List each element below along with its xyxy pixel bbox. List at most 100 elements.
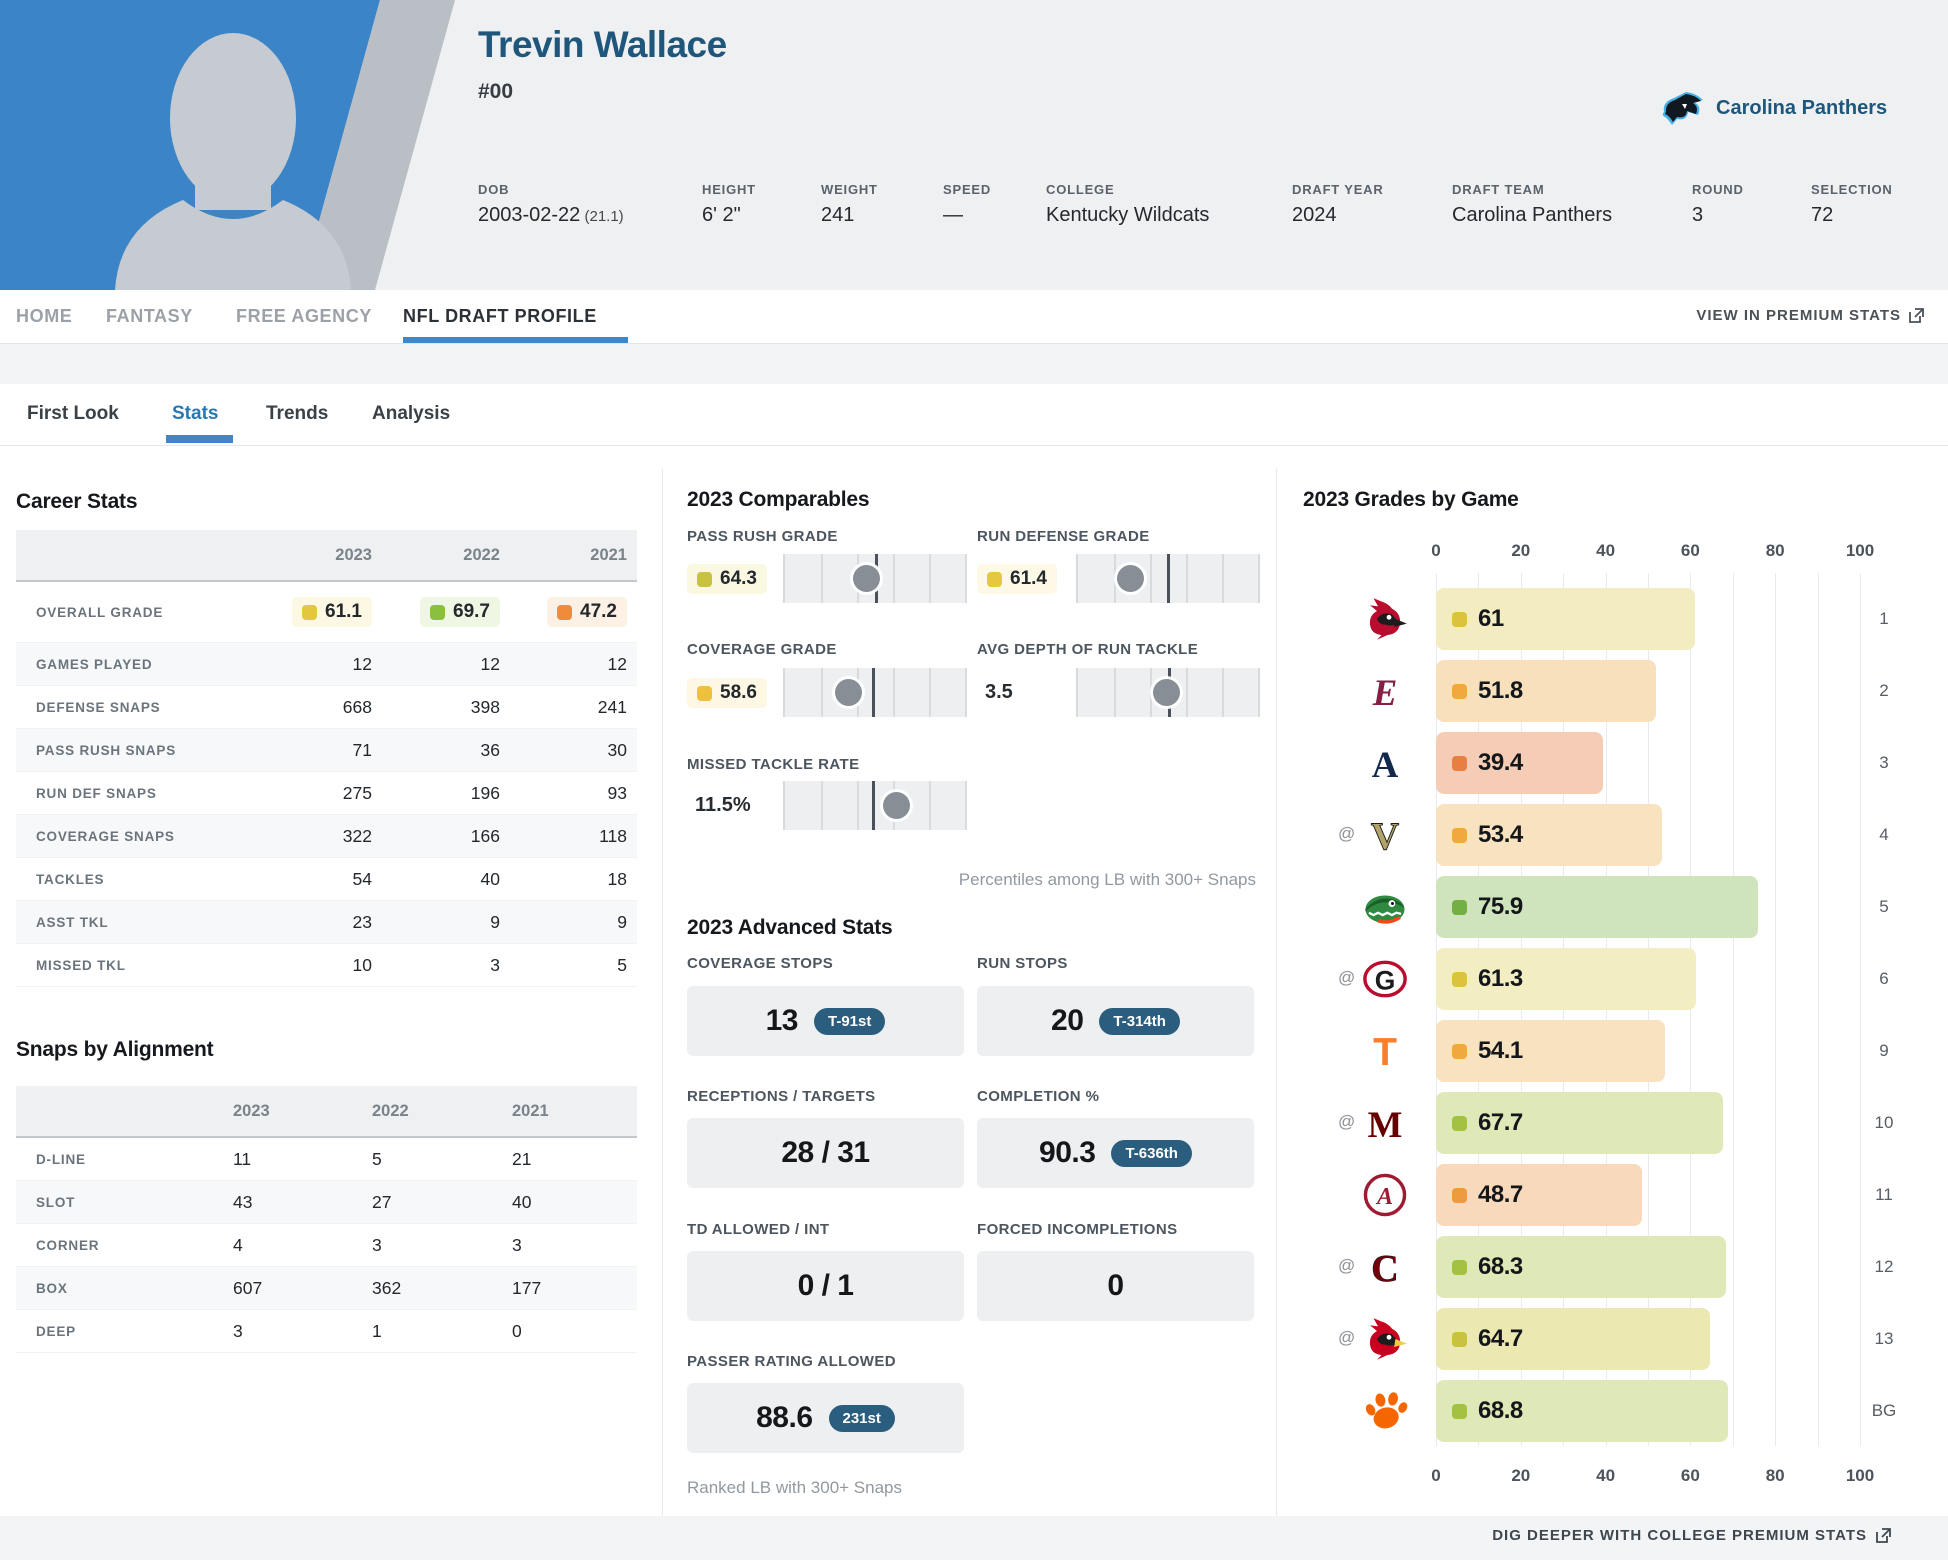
grade-color-chip — [557, 604, 573, 620]
tab-analysis[interactable]: Analysis — [372, 403, 451, 424]
game-number-label: 6 — [1879, 969, 1889, 988]
stat-cell: 3 — [233, 1320, 243, 1341]
grade-value: 47.2 — [580, 601, 617, 622]
snaps-by-alignment-title: Snaps by Alignment — [16, 1038, 214, 1061]
player-info-college: COLLEGE Kentucky Wildcats — [1046, 182, 1209, 227]
table-row: CORNER 4 3 3 — [16, 1224, 637, 1267]
grade-bar: 67.7 — [1436, 1092, 1724, 1154]
slider-tick — [821, 668, 823, 717]
info-value: 2024 — [1292, 204, 1337, 226]
grade-color-chip — [1452, 971, 1467, 987]
grade-pill: 69.7 — [420, 597, 500, 627]
mississippi-state-logo-icon: M — [1362, 1100, 1408, 1146]
slider-percentile-dot — [834, 679, 862, 706]
axis-tick-top-40: 40 — [1596, 541, 1616, 560]
grade-color-chip — [1452, 683, 1467, 699]
grade-bar: 48.7 — [1436, 1164, 1643, 1226]
nav-item-free-agency[interactable]: FREE AGENCY — [236, 306, 372, 326]
row-label: MISSED TKL — [36, 957, 126, 973]
percentile-slider-coverage-grade — [783, 668, 967, 717]
table-header-row: 2023 2022 2021 — [16, 530, 637, 582]
slider-median-line — [871, 668, 875, 717]
table-header-row: 2023 2022 2021 — [16, 1086, 637, 1138]
stat-cell: 93 — [607, 782, 627, 803]
comparable-value-pill: 64.3 — [687, 564, 767, 594]
axis-tick-bottom-20: 20 — [1511, 1466, 1531, 1485]
nav-item-nfl-draft-profile[interactable]: NFL DRAFT PROFILE — [403, 306, 597, 326]
game-number-label: 2 — [1879, 681, 1889, 700]
stat-cell: 1 — [372, 1320, 382, 1341]
stat-cell: 118 — [599, 825, 627, 846]
grade-value: 61.1 — [325, 601, 362, 622]
axis-tick-top-80: 80 — [1765, 541, 1785, 560]
stat-box-td-allowed-int: 0 / 1 — [687, 1251, 964, 1321]
slider-tick — [1150, 668, 1152, 717]
louisville-logo-icon — [1362, 1316, 1408, 1362]
player-info-draft-year: DRAFT YEAR 2024 — [1292, 182, 1384, 227]
stat-label-forced-incompletions: FORCED INCOMPLETIONS — [977, 1221, 1178, 1238]
player-info-selection: SELECTION 72 — [1811, 182, 1893, 227]
eastern-kentucky-logo-icon: E — [1362, 668, 1408, 714]
rank-badge: 231st — [828, 1404, 895, 1432]
info-label: COLLEGE — [1046, 182, 1115, 197]
column-header-2022: 2022 — [372, 1101, 409, 1120]
axis-tick-bottom-60: 60 — [1680, 1466, 1700, 1485]
footer-link-label: DIG DEEPER WITH COLLEGE PREMIUM STATS — [1492, 1527, 1867, 1544]
row-label: OVERALL GRADE — [36, 604, 164, 620]
grade-color-chip — [1452, 1043, 1467, 1059]
player-header: Trevin Wallace #00 DOB 2003-02-22 (21.1) H… — [0, 0, 1948, 290]
game-number-label: 5 — [1879, 897, 1889, 916]
college-premium-stats-link[interactable]: DIG DEEPER WITH COLLEGE PREMIUM STATS — [1492, 1527, 1891, 1544]
tab-first-look[interactable]: First Look — [27, 403, 119, 424]
chart-gridline — [1775, 573, 1777, 1446]
career-stats-table: 2023 2022 2021 OVERALL GRADE 61.1 69.7 47.2 GAM… — [16, 530, 637, 987]
stat-cell: 3 — [490, 954, 500, 975]
view-in-premium-stats-link[interactable]: VIEW IN PREMIUM STATS — [1696, 307, 1924, 324]
stat-cell: 9 — [617, 911, 627, 932]
nav-item-home[interactable]: HOME — [16, 306, 73, 326]
stat-cell: 30 — [607, 739, 627, 760]
away-indicator: @ — [1338, 1256, 1356, 1275]
column-header-2023: 2023 — [335, 545, 372, 564]
player-info-height: HEIGHT 6' 2" — [702, 182, 756, 227]
axis-tick-top-0: 0 — [1431, 541, 1441, 560]
tab-stats[interactable]: Stats — [172, 403, 219, 424]
stat-cell: 10 — [352, 954, 372, 975]
player-info-round: ROUND 3 — [1692, 182, 1744, 227]
svg-text:M: M — [1368, 1104, 1403, 1145]
comparable-value: 64.3 — [720, 568, 757, 589]
column-header-2021: 2021 — [590, 545, 627, 564]
column-divider — [1276, 468, 1277, 1516]
stat-label-passer-rating-allowed: PASSER RATING ALLOWED — [687, 1353, 896, 1370]
grade-bar-value: 53.4 — [1478, 821, 1523, 848]
nav-item-fantasy[interactable]: FANTASY — [106, 306, 193, 326]
tab-trends[interactable]: Trends — [266, 403, 329, 424]
grade-cell: 47.2 — [510, 597, 637, 627]
grade-color-chip — [1452, 1115, 1467, 1131]
stat-box-receptions-targets: 28 / 31 — [687, 1118, 964, 1188]
info-label: WEIGHT — [821, 182, 878, 197]
table-row: ASST TKL 23 9 9 — [16, 901, 637, 944]
row-label: D-LINE — [36, 1151, 86, 1167]
external-link-icon — [1876, 1528, 1891, 1543]
team-badge[interactable]: Carolina Panthers — [1660, 90, 1887, 126]
percentiles-note: Percentiles among LB with 300+ Snaps — [958, 870, 1256, 889]
stat-value: 28 / 31 — [781, 1136, 870, 1169]
table-row: DEEP 3 1 0 — [16, 1310, 637, 1353]
stat-cell: 177 — [512, 1277, 542, 1298]
comparable-label-avg-depth-of-run-tackle: AVG DEPTH OF RUN TACKLE — [977, 641, 1199, 658]
stat-cell: 668 — [342, 696, 372, 717]
comparable-value-pill: 61.4 — [977, 564, 1057, 594]
grade-color-chip — [1452, 827, 1467, 843]
grade-color-chip — [987, 571, 1002, 587]
team-name: Carolina Panthers — [1716, 96, 1888, 119]
stat-cell: 36 — [480, 739, 500, 760]
comparable-label-coverage-grade: COVERAGE GRADE — [687, 641, 837, 658]
grade-color-chip — [697, 571, 712, 587]
stat-cell: 275 — [342, 782, 372, 803]
grade-bar-value: 68.8 — [1478, 1397, 1523, 1424]
grade-bar: 61 — [1436, 588, 1695, 650]
axis-tick-top-20: 20 — [1511, 541, 1531, 560]
stat-cell: 71 — [352, 739, 372, 760]
